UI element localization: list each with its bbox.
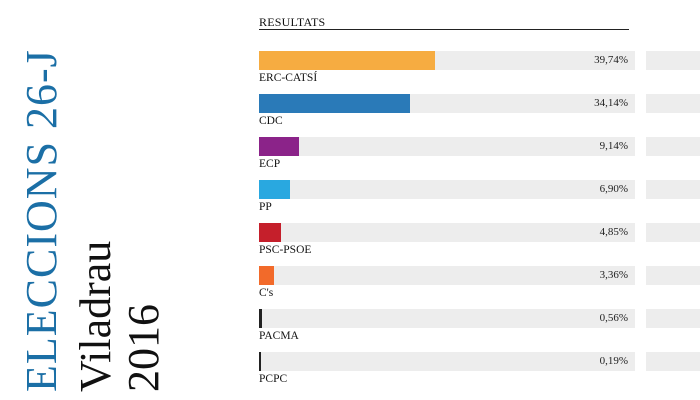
party-label: ERC-CATSÍ bbox=[259, 72, 318, 84]
value-label: 4,85% bbox=[599, 226, 628, 238]
bar-track bbox=[259, 266, 635, 285]
party-label: PP bbox=[259, 201, 272, 213]
results-heading: RESULTATS bbox=[259, 15, 326, 29]
bar-track bbox=[259, 309, 635, 328]
bar-side-track bbox=[646, 223, 700, 242]
party-label: CDC bbox=[259, 115, 283, 127]
bar-side-track bbox=[646, 137, 700, 156]
bar-5 bbox=[259, 223, 281, 242]
bar-side-track bbox=[646, 94, 700, 113]
bar-6 bbox=[259, 266, 274, 285]
bar-track bbox=[259, 180, 635, 199]
value-label: 9,14% bbox=[599, 140, 628, 152]
heading-divider bbox=[259, 29, 629, 30]
bar-side-track bbox=[646, 352, 700, 371]
value-label: 0,19% bbox=[599, 355, 628, 367]
party-label: C's bbox=[259, 287, 274, 299]
bar-side-track bbox=[646, 309, 700, 328]
bar-side-track bbox=[646, 180, 700, 199]
party-label: PACMA bbox=[259, 330, 299, 342]
value-label: 6,90% bbox=[599, 183, 628, 195]
bar-3 bbox=[259, 137, 300, 156]
value-label: 3,36% bbox=[599, 269, 628, 281]
bar-track bbox=[259, 352, 635, 371]
bar-1 bbox=[259, 51, 435, 70]
bar-track bbox=[259, 223, 635, 242]
bar-2 bbox=[259, 94, 410, 113]
bar-side-track bbox=[646, 266, 700, 285]
value-label: 39,74% bbox=[594, 54, 628, 66]
party-label: PSC-PSOE bbox=[259, 244, 312, 256]
bar-7 bbox=[259, 309, 262, 328]
bar-track bbox=[259, 137, 635, 156]
party-label: ECP bbox=[259, 158, 281, 170]
bar-side-track bbox=[646, 51, 700, 70]
value-label: 0,56% bbox=[599, 312, 628, 324]
bar-4 bbox=[259, 180, 290, 199]
party-label: PCPC bbox=[259, 373, 288, 385]
bar-8 bbox=[259, 352, 261, 371]
value-label: 34,14% bbox=[594, 97, 628, 109]
